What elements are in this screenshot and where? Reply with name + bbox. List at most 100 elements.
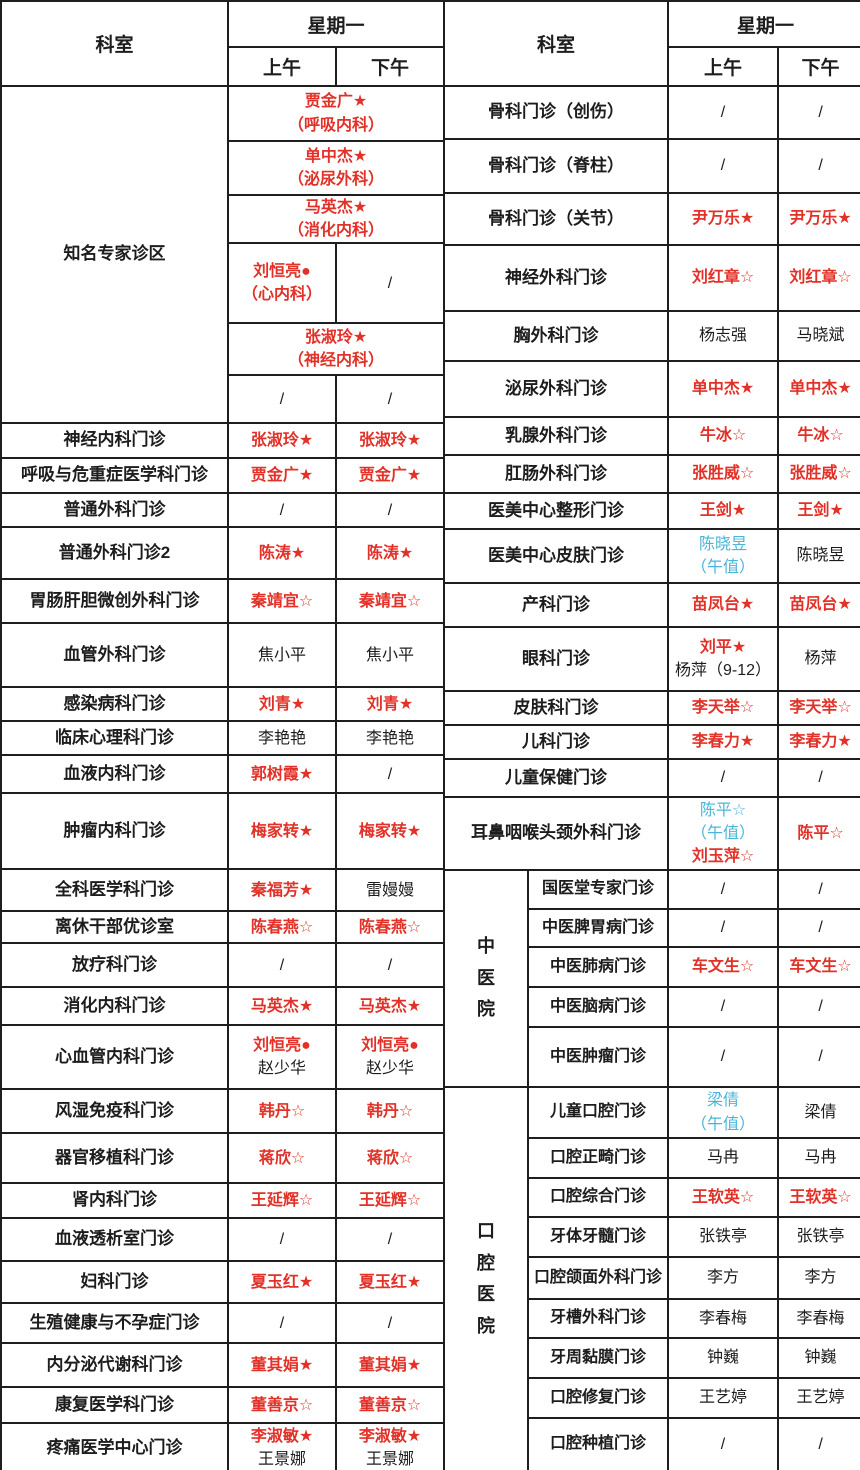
dept-cell: 胃肠肝胆微创外科门诊	[0, 578, 229, 625]
pm-cell: 王软英☆	[777, 1177, 860, 1218]
doctor-line: 张淑玲★	[304, 329, 368, 347]
doctor-line: 李艳艳	[366, 729, 415, 747]
am-cell: 牛冰☆	[667, 416, 780, 456]
doctor-line: （午值）	[691, 1115, 756, 1133]
doctor-line: 董其娟★	[250, 1356, 314, 1374]
doctor-line: 王景娜	[257, 1451, 306, 1469]
dept-cell: 感染病科门诊	[0, 686, 229, 723]
am-cell: /	[227, 942, 337, 989]
am-cell: 李天举☆	[667, 690, 780, 726]
doctor-line: 王延辉☆	[358, 1192, 422, 1210]
doctor-line: /	[818, 157, 823, 175]
schedule-row: 康复医学科门诊 董善京☆ 董善京☆	[0, 1386, 446, 1425]
dept-cell: 口腔修复门诊	[527, 1377, 670, 1419]
schedule-row: 普通外科门诊2 陈涛★ 陈涛★	[0, 526, 446, 581]
doctor-line: /	[720, 103, 726, 121]
schedule-row: 口腔综合门诊 王软英☆ 王软英☆	[444, 1177, 860, 1218]
schedule-row: 中 医 院国医堂专家门诊 / /	[443, 869, 860, 1088]
dept-column-header: 科室	[443, 0, 670, 87]
doctor-line: /	[720, 919, 726, 937]
doctor-line: /	[818, 880, 823, 898]
doctor-line: 苗凤台★	[789, 596, 852, 614]
doctor-line: （呼吸内科）	[288, 116, 385, 134]
pm-cell: /	[334, 242, 446, 325]
am-cell: 秦福芳★	[227, 868, 337, 913]
dept-cell: 口腔种植门诊	[527, 1417, 670, 1470]
doctor-line: （泌尿外科）	[288, 171, 385, 188]
dept-cell: 口腔综合门诊	[527, 1177, 670, 1218]
pm-cell: 车文生☆	[777, 946, 860, 988]
schedule-row: 口腔种植门诊 / /	[444, 1417, 860, 1470]
expert-zone-cell: 知名专家诊区	[0, 84, 229, 425]
header-row-ampm: 上午 下午	[1, 46, 446, 87]
dept-cell: 骨科门诊（创伤）	[443, 85, 670, 140]
am-cell: /	[227, 1217, 337, 1263]
doctor-line: 张淑玲★	[358, 432, 422, 450]
am-cell: /	[667, 986, 780, 1028]
dept-cell: 胸外科门诊	[443, 310, 670, 362]
dept-cell: 消化内科门诊	[0, 986, 229, 1027]
am-cell: 张铁亭	[667, 1216, 780, 1258]
am-cell: 马英杰★	[227, 986, 337, 1027]
am-cell: 单中杰★	[667, 360, 780, 418]
doctor-line: /	[387, 1314, 393, 1332]
schedule-row: 内分泌代谢科门诊 董其娟★ 董其娟★	[0, 1342, 446, 1389]
doctor-line: 贾金广★	[358, 467, 422, 485]
pm-column-header: 下午	[777, 46, 860, 87]
pm-cell: 秦靖宜☆	[334, 578, 446, 625]
doctor-line: 赵少华	[257, 1060, 306, 1078]
doctor-line: 梁倩	[707, 1092, 740, 1110]
am-cell: 陈春燕☆	[227, 910, 337, 945]
doctor-line: /	[720, 769, 726, 787]
dept-cell: 呼吸与危重症医学科门诊	[0, 457, 229, 495]
dept-cell: 生殖健康与不孕症门诊	[0, 1302, 229, 1345]
doctor-line: /	[720, 998, 726, 1016]
doctor-line: /	[818, 1048, 823, 1066]
schedule-row: 临床心理科门诊 李艳艳 李艳艳	[0, 720, 446, 757]
doctor-line: 李春梅	[699, 1309, 748, 1327]
doctor-line: /	[720, 1048, 726, 1066]
doctor-line: 王景娜	[366, 1451, 415, 1469]
doctor-line: 牛冰☆	[699, 427, 747, 445]
am-cell: /	[667, 1417, 780, 1470]
schedule-row: 胃肠肝胆微创外科门诊 秦靖宜☆ 秦靖宜☆	[0, 578, 446, 625]
doctor-line: /	[387, 765, 393, 783]
pm-cell: 单中杰★	[777, 360, 860, 418]
dept-cell: 血液透析室门诊	[0, 1217, 229, 1263]
schedule-row: 消化内科门诊 马英杰★ 马英杰★	[0, 986, 446, 1027]
doctor-line: 秦福芳★	[250, 881, 314, 899]
pm-cell: /	[334, 1302, 446, 1345]
doctor-line: 赵少华	[366, 1060, 415, 1078]
dept-cell: 牙体牙髓门诊	[527, 1216, 670, 1258]
dept-cell: 器官移植科门诊	[0, 1132, 229, 1185]
pm-cell: 张淑玲★	[334, 422, 446, 460]
schedule-row: 单中杰★ （泌尿外科）	[1, 140, 446, 196]
schedule-row: 儿科门诊 李春力★ 李春力★	[443, 724, 860, 760]
pm-cell: /	[334, 754, 446, 795]
doctor-line: 马冉	[707, 1149, 740, 1167]
am-cell: 刘平★ 杨萍（9-12）	[667, 626, 780, 692]
schedule-row: 皮肤科门诊 李天举☆ 李天举☆	[443, 690, 860, 726]
doctor-line: 蒋欣☆	[258, 1149, 306, 1167]
pm-cell: 董善京☆	[334, 1386, 446, 1425]
am-cell: 秦靖宜☆	[227, 578, 337, 625]
schedule-row: 口腔正畸门诊 马冉 马冉	[444, 1137, 860, 1179]
dept-cell: 普通外科门诊2	[0, 526, 229, 581]
schedule-row: 口腔颌面外科门诊 李方 李方	[444, 1256, 860, 1300]
right-tbody: 骨科门诊（创伤） / / 骨科门诊（脊柱） / / 骨科门诊（关节） 尹万乐★ 尹万乐★ 神经外科…	[443, 85, 860, 1470]
doctor-line: 陈晓昱	[796, 547, 845, 565]
doctor-line: 马英杰★	[304, 199, 368, 216]
hospital-group-cell: 口 腔 医 院	[443, 1086, 530, 1470]
pm-cell: 王延辉☆	[334, 1182, 446, 1220]
doctor-line: 陈春燕☆	[250, 918, 314, 936]
doctor-line: /	[387, 1231, 393, 1249]
schedule-row: 生殖健康与不孕症门诊 / /	[0, 1302, 446, 1345]
schedule-row: 产科门诊 苗凤台★ 苗凤台★	[443, 582, 860, 628]
schedule-row: 医美中心整形门诊 王剑★ 王剑★	[443, 492, 860, 530]
doctor-line: 杨萍	[804, 650, 837, 668]
am-cell: 刘红章☆	[667, 244, 780, 312]
doctor-line: 刘红章☆	[789, 269, 852, 287]
right-schedule-table: 科室 星期一 上午 下午 骨科门诊（创伤） / / 骨科门诊（脊柱） / / 骨科门诊（关节…	[443, 0, 860, 1470]
schedule-row: 牙槽外科门诊 李春梅 李春梅	[444, 1298, 860, 1339]
doctor-line: 梅家转★	[250, 822, 314, 840]
